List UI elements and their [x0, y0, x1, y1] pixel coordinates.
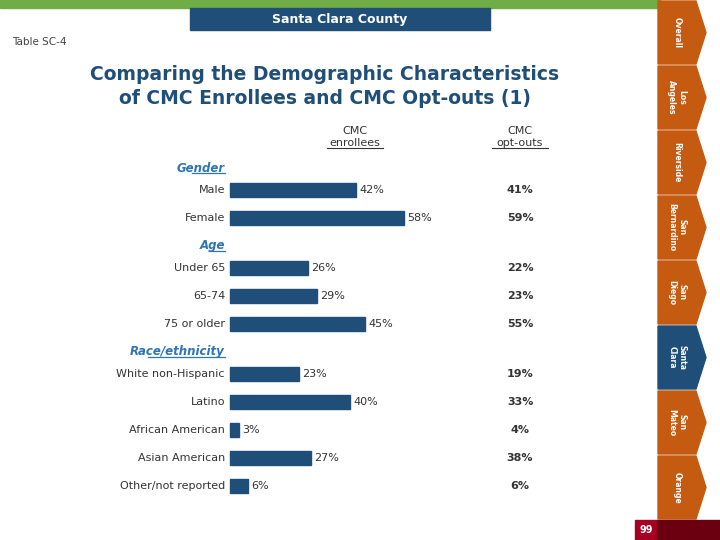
Text: 6%: 6% — [251, 481, 269, 491]
Text: CMC: CMC — [343, 126, 368, 136]
Text: San
Mateo: San Mateo — [667, 409, 687, 436]
Polygon shape — [658, 261, 706, 324]
Text: 26%: 26% — [311, 263, 336, 273]
Text: 40%: 40% — [353, 397, 378, 407]
Bar — [657, 520, 720, 540]
Text: White non-Hispanic: White non-Hispanic — [117, 369, 225, 379]
Text: Orange: Orange — [672, 471, 682, 503]
Text: Los
Angeles: Los Angeles — [667, 80, 687, 115]
Polygon shape — [658, 66, 706, 129]
Text: 99: 99 — [639, 525, 653, 535]
Text: 23%: 23% — [302, 369, 327, 379]
Bar — [0, 0, 660, 8]
Bar — [230, 395, 350, 409]
Text: Race/ethnicity: Race/ethnicity — [130, 346, 225, 359]
Text: 75 or older: 75 or older — [164, 319, 225, 329]
Text: San
Diego: San Diego — [667, 280, 687, 305]
Text: opt-outs: opt-outs — [497, 138, 543, 148]
Bar — [230, 479, 248, 493]
Text: 58%: 58% — [407, 213, 432, 223]
Polygon shape — [658, 1, 706, 64]
Polygon shape — [658, 391, 706, 454]
Bar — [230, 451, 311, 465]
Text: 22%: 22% — [507, 263, 534, 273]
Text: African American: African American — [129, 425, 225, 435]
Text: Santa
Clara: Santa Clara — [667, 345, 687, 370]
Text: 59%: 59% — [507, 213, 534, 223]
Bar — [190, 8, 490, 30]
Text: 55%: 55% — [507, 319, 534, 329]
Text: 38%: 38% — [507, 453, 534, 463]
Text: Other/not reported: Other/not reported — [120, 481, 225, 491]
Text: San
Bernardino: San Bernardino — [667, 204, 687, 252]
Polygon shape — [658, 196, 706, 259]
Bar — [230, 211, 404, 225]
Text: CMC: CMC — [508, 126, 533, 136]
Text: 3%: 3% — [242, 425, 260, 435]
Text: Overall: Overall — [672, 17, 682, 48]
Text: Latino: Latino — [191, 397, 225, 407]
Text: Gender: Gender — [177, 161, 225, 174]
Polygon shape — [658, 131, 706, 194]
Text: 42%: 42% — [359, 185, 384, 195]
Text: 41%: 41% — [507, 185, 534, 195]
Bar — [230, 183, 356, 197]
Text: enrollees: enrollees — [330, 138, 380, 148]
Text: of CMC Enrollees and CMC Opt-outs (1): of CMC Enrollees and CMC Opt-outs (1) — [119, 89, 531, 107]
Text: Comparing the Demographic Characteristics: Comparing the Demographic Characteristic… — [91, 65, 559, 84]
Text: 6%: 6% — [510, 481, 529, 491]
Polygon shape — [658, 326, 706, 389]
Bar — [230, 423, 239, 437]
Text: 19%: 19% — [507, 369, 534, 379]
Text: Table SC-4: Table SC-4 — [12, 37, 66, 47]
Text: 29%: 29% — [320, 291, 345, 301]
Text: Age: Age — [199, 240, 225, 253]
Text: 33%: 33% — [507, 397, 534, 407]
Text: Asian American: Asian American — [138, 453, 225, 463]
Text: 23%: 23% — [507, 291, 534, 301]
Text: Male: Male — [199, 185, 225, 195]
Bar — [230, 367, 299, 381]
Bar — [230, 261, 308, 275]
Text: Female: Female — [184, 213, 225, 223]
Text: Under 65: Under 65 — [174, 263, 225, 273]
Text: 45%: 45% — [368, 319, 392, 329]
Text: 4%: 4% — [510, 425, 529, 435]
Bar — [230, 317, 365, 331]
Text: Santa Clara County: Santa Clara County — [272, 12, 408, 25]
Text: 27%: 27% — [314, 453, 339, 463]
Polygon shape — [658, 456, 706, 519]
Bar — [230, 289, 317, 303]
Bar — [635, 520, 657, 540]
Text: 65-74: 65-74 — [193, 291, 225, 301]
Text: Riverside: Riverside — [672, 143, 682, 183]
